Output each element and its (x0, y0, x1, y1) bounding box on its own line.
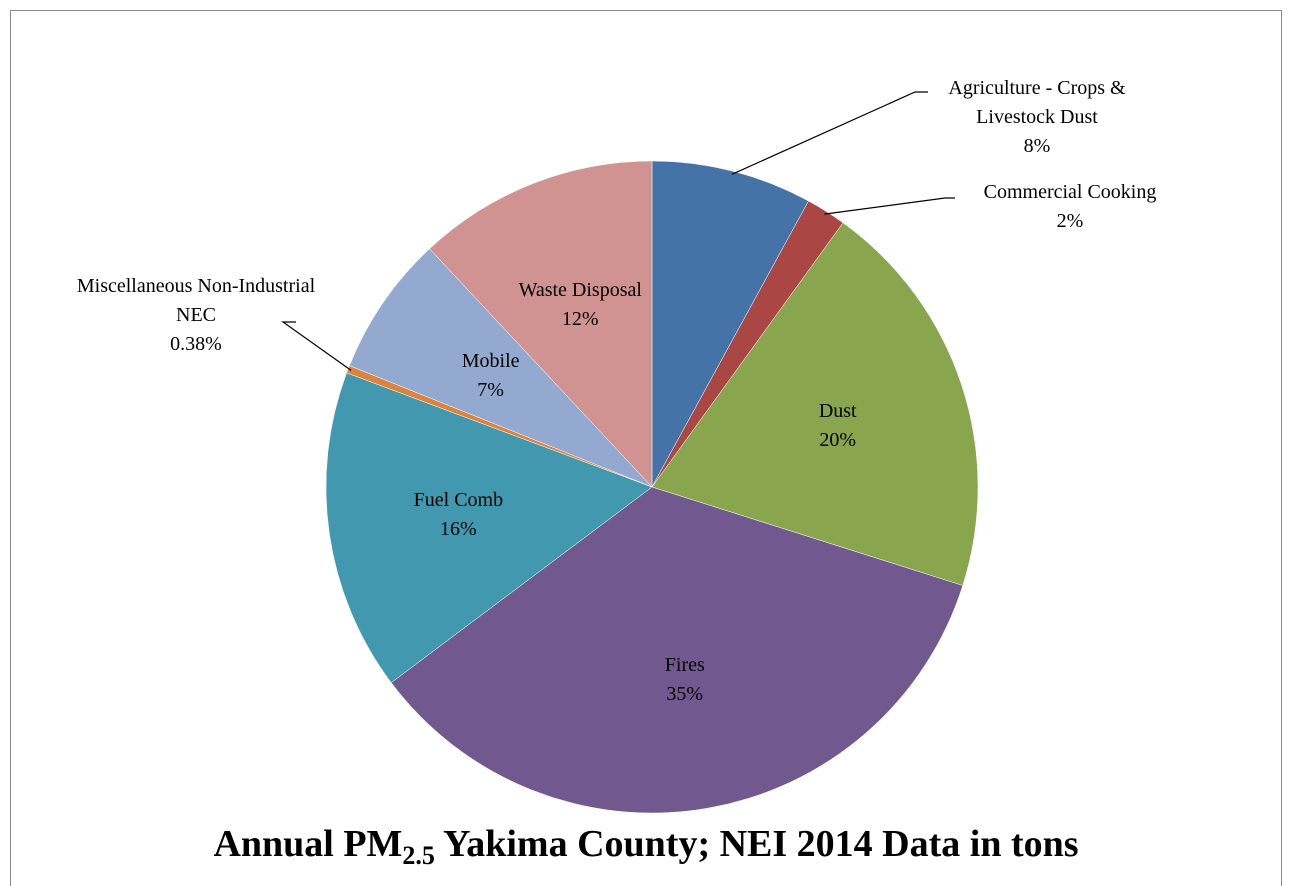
value-label: 12% (561, 308, 599, 331)
value-label: 20% (819, 428, 857, 451)
value-label: 7% (477, 379, 504, 402)
leader-line (281, 321, 352, 371)
title-rest: Yakima County; NEI 2014 Data in tons (434, 823, 1079, 865)
category-label: Waste Disposal (518, 279, 642, 302)
category-label: Miscellaneous Non-Industrial NEC (76, 275, 316, 326)
chart-border (10, 10, 1282, 886)
pie-slice (325, 372, 653, 684)
data-label: Fuel Comb 16% (358, 486, 558, 544)
value-label: 2% (1056, 210, 1084, 232)
leader-line (731, 91, 928, 175)
category-label: Fuel Comb (413, 488, 504, 511)
category-label: Agriculture - Crops & Livestock Dust (948, 77, 1126, 128)
category-label: Fires (664, 653, 705, 676)
data-label: Waste Disposal 12% (480, 276, 680, 334)
title-subscript: 2.5 (402, 841, 435, 870)
data-label: Agriculture - Crops & Livestock Dust 8% (912, 74, 1162, 161)
data-label: Commercial Cooking 2% (940, 178, 1200, 236)
category-label: Dust (818, 399, 857, 422)
category-label: Mobile (461, 350, 520, 373)
pie-slice (429, 160, 653, 488)
title-text: Annual PM (213, 823, 403, 865)
data-label: Miscellaneous Non-Industrial NEC 0.38% (76, 272, 316, 359)
data-label: Mobile 7% (391, 347, 591, 405)
data-label: Dust 20% (738, 397, 938, 455)
chart-title: Annual PM2.5 Yakima County; NEI 2014 Dat… (0, 822, 1292, 869)
pie-slice (390, 486, 964, 814)
pie-slice (651, 222, 979, 586)
value-label: 16% (440, 517, 477, 540)
value-label: 0.38% (170, 333, 222, 355)
pie-slice (349, 248, 653, 488)
value-label: 8% (1023, 135, 1051, 157)
pie-slice (651, 160, 809, 488)
data-label: Fires 35% (585, 651, 785, 709)
category-label: Commercial Cooking (983, 181, 1157, 203)
leader-line (824, 197, 955, 215)
value-label: 35% (666, 682, 704, 705)
